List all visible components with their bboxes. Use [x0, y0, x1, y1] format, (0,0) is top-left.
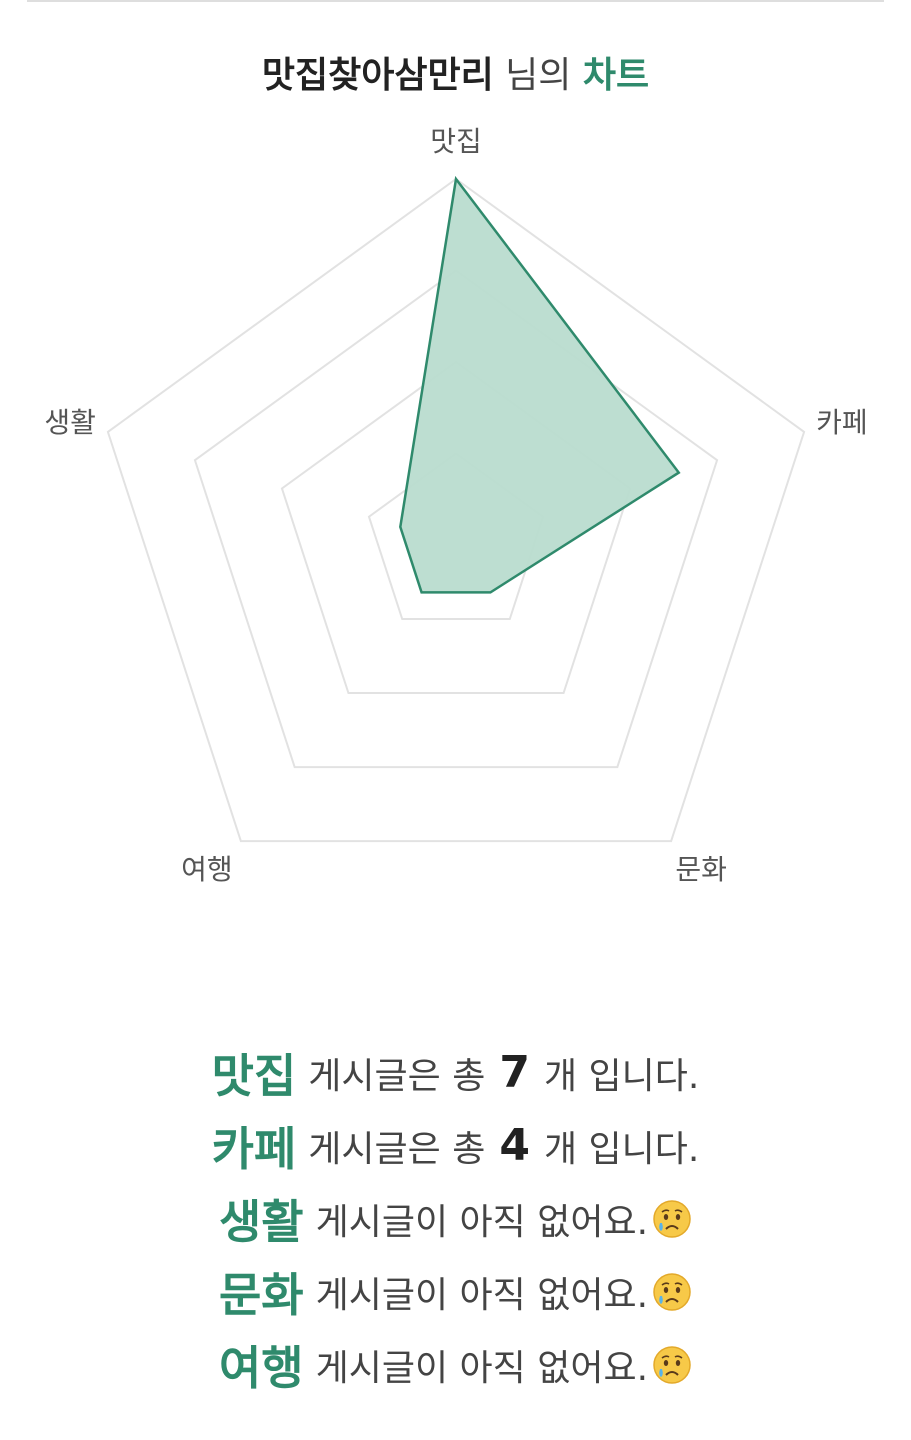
summary-row-travel: 여행 게시글이 아직 없어요.: [0, 1328, 911, 1401]
post-count: 7: [499, 1047, 530, 1098]
radar-axis-label-0: 맛집: [430, 125, 482, 158]
top-divider: [27, 0, 884, 2]
sad-tear-face-icon: [653, 1272, 691, 1311]
radar-data-area: [399, 175, 681, 594]
summary-text-tail: 개 입니다.: [543, 1128, 700, 1170]
summary-row-life: 생활 게시글이 아직 없어요.: [0, 1182, 911, 1255]
user-nickname: 맛집찾아삼만리: [261, 55, 494, 96]
summary-row-cafe: 카페 게시글은 총 4 개 입니다.: [0, 1109, 911, 1182]
category-name: 카페: [211, 1121, 297, 1176]
chart-title: 맛집찾아삼만리 님의 차트: [0, 46, 911, 106]
category-name: 맛집: [211, 1048, 297, 1103]
radar-grid-ring: [106, 177, 806, 843]
category-summary: 맛집 게시글은 총 7 개 입니다. 카페 게시글은 총 4 개 입니다. 생활…: [0, 1036, 911, 1401]
summary-text: 게시글은 총: [308, 1055, 486, 1097]
radar-grid: [106, 177, 806, 843]
summary-row-food: 맛집 게시글은 총 7 개 입니다.: [0, 1036, 911, 1109]
summary-text: 게시글이 아직 없어요.: [315, 1347, 649, 1389]
radar-axis-label-3: 여행: [181, 853, 233, 886]
summary-row-culture: 문화 게시글이 아직 없어요.: [0, 1255, 911, 1328]
summary-text: 게시글이 아직 없어요.: [315, 1274, 649, 1316]
category-name: 문화: [218, 1267, 304, 1322]
title-accent: 차트: [582, 55, 650, 96]
category-name: 생활: [218, 1194, 304, 1249]
radar-axis-label-4: 생활: [44, 406, 96, 439]
summary-text: 게시글이 아직 없어요.: [315, 1201, 649, 1243]
post-count: 4: [499, 1120, 530, 1171]
category-name: 여행: [218, 1340, 304, 1395]
sad-tear-face-icon: [653, 1199, 691, 1238]
title-suffix: 님의: [493, 55, 583, 96]
radar-data: [399, 175, 681, 594]
summary-text-tail: 개 입니다.: [543, 1055, 700, 1097]
summary-text: 게시글은 총: [308, 1128, 486, 1170]
radar-grid-ring: [193, 269, 719, 769]
sad-tear-face-icon: [653, 1345, 691, 1384]
radar-axis-label-2: 문화: [675, 853, 727, 886]
radar-axis-label-1: 카페: [816, 406, 868, 439]
